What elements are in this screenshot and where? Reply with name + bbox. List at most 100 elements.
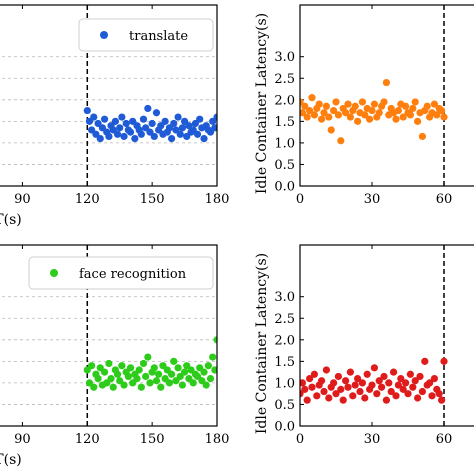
axes-frame (299, 244, 474, 427)
data-point (313, 392, 321, 400)
legend-marker (50, 269, 58, 277)
x-tick-label-1: 120 (75, 432, 100, 447)
x-tick-label-1: 30 (364, 192, 381, 207)
y-tick-label-6: 3.0 (274, 50, 295, 65)
x-tick-label-0: 0 (296, 432, 304, 447)
data-point (385, 379, 393, 387)
data-point (320, 109, 328, 117)
data-point (438, 106, 446, 115)
data-point (148, 119, 156, 128)
data-point (322, 366, 330, 374)
data-point (370, 100, 378, 108)
data-point (402, 379, 410, 387)
y-tick-label-3: 1.5 (274, 355, 295, 370)
data-point (370, 364, 378, 372)
data-point (320, 387, 328, 396)
data-point (100, 368, 109, 376)
data-point (170, 119, 178, 128)
legend-marker (100, 31, 108, 39)
x-tick-label-0: 0 (296, 192, 304, 207)
data-point (300, 379, 306, 387)
data-point (421, 357, 429, 365)
data-point (196, 115, 204, 123)
y-tick-label-6: 3.0 (274, 290, 295, 305)
data-point (118, 113, 126, 121)
y-tick-label-0: 0.0 (274, 180, 295, 195)
data-point (428, 392, 436, 400)
data-point (107, 374, 115, 383)
data-point (113, 370, 122, 378)
data-point (392, 115, 400, 123)
axes-frame (0, 244, 218, 427)
data-point (430, 374, 438, 383)
data-point (368, 106, 376, 115)
x-tick-label-2: 150 (140, 432, 165, 447)
data-point (373, 390, 381, 398)
x-tick-label-2: 60 (436, 432, 453, 447)
data-point (137, 130, 145, 138)
data-point (382, 78, 390, 87)
data-point (200, 134, 208, 143)
data-point (193, 130, 202, 138)
data-point (310, 111, 318, 119)
data-point (303, 113, 311, 121)
data-point (213, 113, 217, 121)
data-point (310, 370, 318, 378)
data-point (105, 359, 113, 368)
data-point (202, 381, 210, 389)
data-point (120, 381, 128, 389)
data-point (394, 381, 402, 389)
series-0 (83, 336, 217, 391)
data-point (402, 102, 410, 110)
data-point (306, 106, 314, 115)
data-point (116, 124, 124, 132)
data-point (209, 353, 217, 361)
data-point (174, 364, 182, 372)
axes-frame (299, 4, 474, 187)
data-point (308, 94, 316, 102)
data-point (327, 126, 335, 134)
y-tick-label-2: 1.0 (274, 136, 295, 151)
data-point (430, 100, 438, 108)
data-point (318, 115, 326, 123)
chart-panel-bottom-left: 90 120 150 180 T(s) face recognition (0, 244, 230, 468)
x-tick-label-0: 90 (14, 432, 31, 447)
data-point (180, 368, 189, 376)
data-point (342, 109, 350, 117)
data-point (90, 113, 98, 121)
data-point (213, 336, 217, 344)
data-point (118, 362, 126, 370)
data-point (150, 364, 158, 372)
data-point (142, 372, 150, 381)
chart-panel-top-left: 90 120 150 180 T(s) translate (0, 4, 229, 228)
data-point (337, 137, 345, 145)
data-point (337, 385, 345, 393)
y-tick-label-5: 2.5 (274, 312, 295, 327)
data-point (416, 372, 424, 381)
data-point (144, 353, 152, 361)
data-point (322, 102, 330, 110)
data-point (165, 379, 174, 387)
data-point (354, 374, 362, 383)
data-point (303, 396, 311, 404)
data-point (204, 362, 212, 370)
y-tick-label-0: 0.0 (274, 420, 295, 435)
data-point (334, 111, 342, 119)
data-point (334, 372, 342, 381)
data-point (390, 368, 398, 376)
data-point (325, 394, 333, 402)
legend-box (28, 256, 214, 290)
data-point (366, 115, 374, 123)
legend-label: translate (129, 29, 188, 44)
data-point (152, 109, 161, 117)
data-point (342, 377, 350, 385)
y-tick-label-2: 1.0 (274, 376, 295, 391)
x-axis-label: T(s) (0, 212, 22, 228)
data-point (83, 106, 91, 115)
data-point (433, 111, 441, 119)
data-point (351, 102, 359, 110)
data-point (137, 383, 145, 391)
data-point (409, 383, 417, 391)
x-tick-label-3: 180 (205, 432, 230, 447)
data-point (344, 383, 352, 391)
